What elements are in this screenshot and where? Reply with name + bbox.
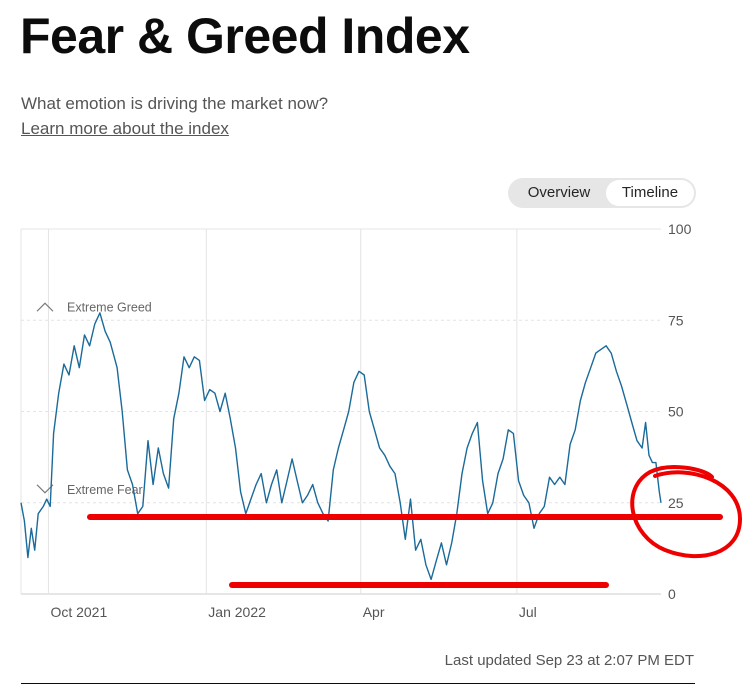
chevron-up-icon: [36, 302, 54, 312]
learn-more-link[interactable]: Learn more about the index: [21, 119, 229, 138]
page-title: Fear & Greed Index: [20, 8, 470, 64]
fear-greed-timeline-chart: 0 25 50 75 100 Oct 2021 Jan 2022 Apr Jul Extreme …: [20, 221, 742, 620]
x-tick-label: Oct 2021: [50, 604, 107, 620]
overview-tab[interactable]: Overview: [527, 184, 591, 201]
y-tick-label: 50: [668, 404, 684, 420]
view-toggle: Overview Timeline: [508, 178, 696, 208]
timeline-tab[interactable]: Timeline: [606, 180, 694, 206]
index-series-line: [20, 312, 662, 581]
extreme-greed-label: Extreme Greed: [67, 300, 152, 314]
y-tick-label: 75: [668, 312, 684, 328]
page-subtitle: What emotion is driving the market now?: [21, 94, 329, 113]
x-tick-label: Apr: [363, 604, 385, 620]
y-tick-label: 25: [668, 495, 684, 511]
chevron-down-icon: [36, 484, 54, 494]
x-tick-label: Jan 2022: [208, 604, 266, 620]
extreme-fear-label: Extreme Fear: [67, 483, 143, 497]
last-updated-text: Last updated Sep 23 at 2:07 PM EDT: [444, 652, 694, 669]
y-tick-label: 0: [668, 586, 676, 602]
x-tick-label: Jul: [519, 604, 537, 620]
y-tick-label: 100: [668, 221, 692, 237]
annotation-circle: [630, 465, 742, 559]
bottom-divider: [21, 683, 695, 684]
